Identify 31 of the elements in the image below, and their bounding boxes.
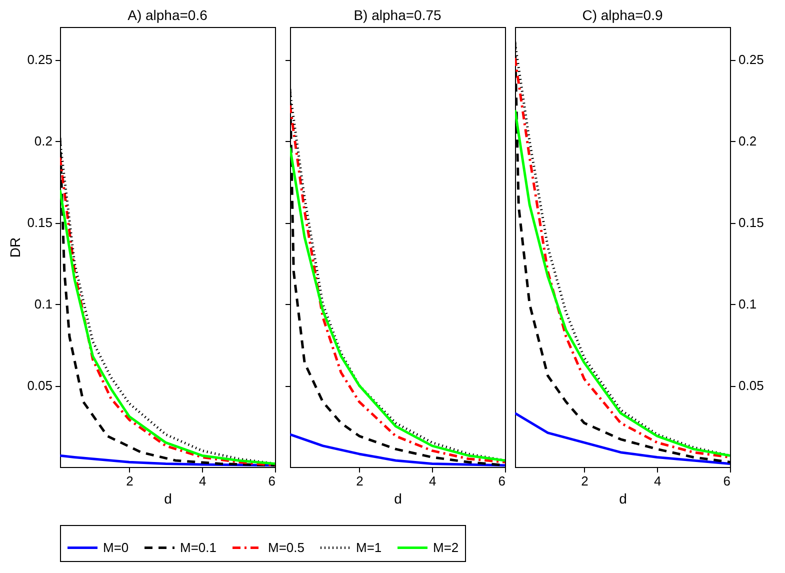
chart-title: A) alpha=0.6 <box>128 7 208 23</box>
x-tick-label: 2 <box>126 474 134 488</box>
x-axis-title: d <box>164 490 172 506</box>
y2-tick-label: 0.15 <box>738 215 764 230</box>
x-tick-label: 4 <box>199 474 206 488</box>
y-tick-label: 0.1 <box>34 296 52 312</box>
y-tick-label: 0.25 <box>27 52 52 68</box>
y-tick-label: 0.05 <box>27 378 52 394</box>
x-axis-title: d <box>394 490 402 506</box>
y2-tick-label: 0.05 <box>738 378 764 394</box>
legend-label: M=1 <box>356 540 382 555</box>
y2-tick-label: 0.2 <box>738 134 757 149</box>
x-tick-label: 2 <box>356 474 364 488</box>
y2-tick-label: 0.1 <box>738 296 757 312</box>
legend-label: M=0.5 <box>268 540 304 555</box>
x-tick-label: 6 <box>498 474 506 488</box>
chart-title: B) alpha=0.75 <box>354 7 442 23</box>
x-axis-title: d <box>619 490 627 506</box>
legend-label: M=2 <box>433 540 459 555</box>
x-tick-label: 6 <box>268 474 276 488</box>
x-tick-label: 4 <box>654 474 662 488</box>
x-tick-label: 2 <box>581 474 588 488</box>
y-tick-label: 0.15 <box>27 215 52 230</box>
y2-tick-label: 0.25 <box>738 52 764 68</box>
x-tick-label: 6 <box>723 474 730 488</box>
chart-title: C) alpha=0.9 <box>582 7 663 23</box>
y-tick-label: 0.2 <box>34 134 52 149</box>
x-tick-label: 4 <box>429 474 436 488</box>
legend-label: M=0.1 <box>180 540 216 555</box>
legend-label: M=0 <box>103 540 129 555</box>
y-axis-title: DR <box>7 237 24 258</box>
